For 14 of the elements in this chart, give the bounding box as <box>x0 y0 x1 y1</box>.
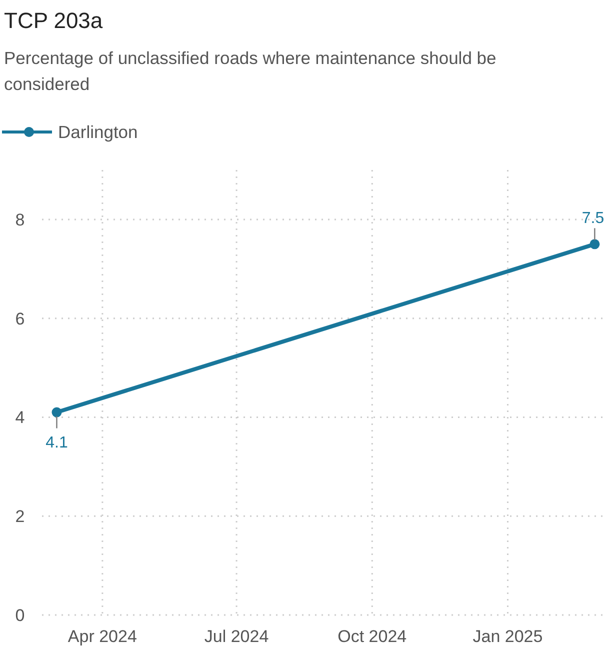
x-tick-label: Jan 2025 <box>472 627 543 646</box>
y-tick-label: 0 <box>15 606 25 625</box>
x-tick-label: Jul 2024 <box>204 627 269 646</box>
data-label: 4.1 <box>46 434 68 452</box>
y-tick-label: 6 <box>15 309 25 328</box>
chart-subtitle: Percentage of unclassified roads where maintenance should be considered <box>4 48 496 94</box>
y-tick-label: 2 <box>15 507 25 526</box>
data-label: 7.5 <box>582 210 604 228</box>
y-tick-label: 8 <box>15 210 25 230</box>
chart-title: TCP 203a <box>4 8 104 33</box>
x-tick-label: Apr 2024 <box>68 627 137 646</box>
legend-label: Darlington <box>58 122 138 142</box>
x-tick-label: Oct 2024 <box>338 627 407 646</box>
y-tick-label: 4 <box>15 408 25 428</box>
